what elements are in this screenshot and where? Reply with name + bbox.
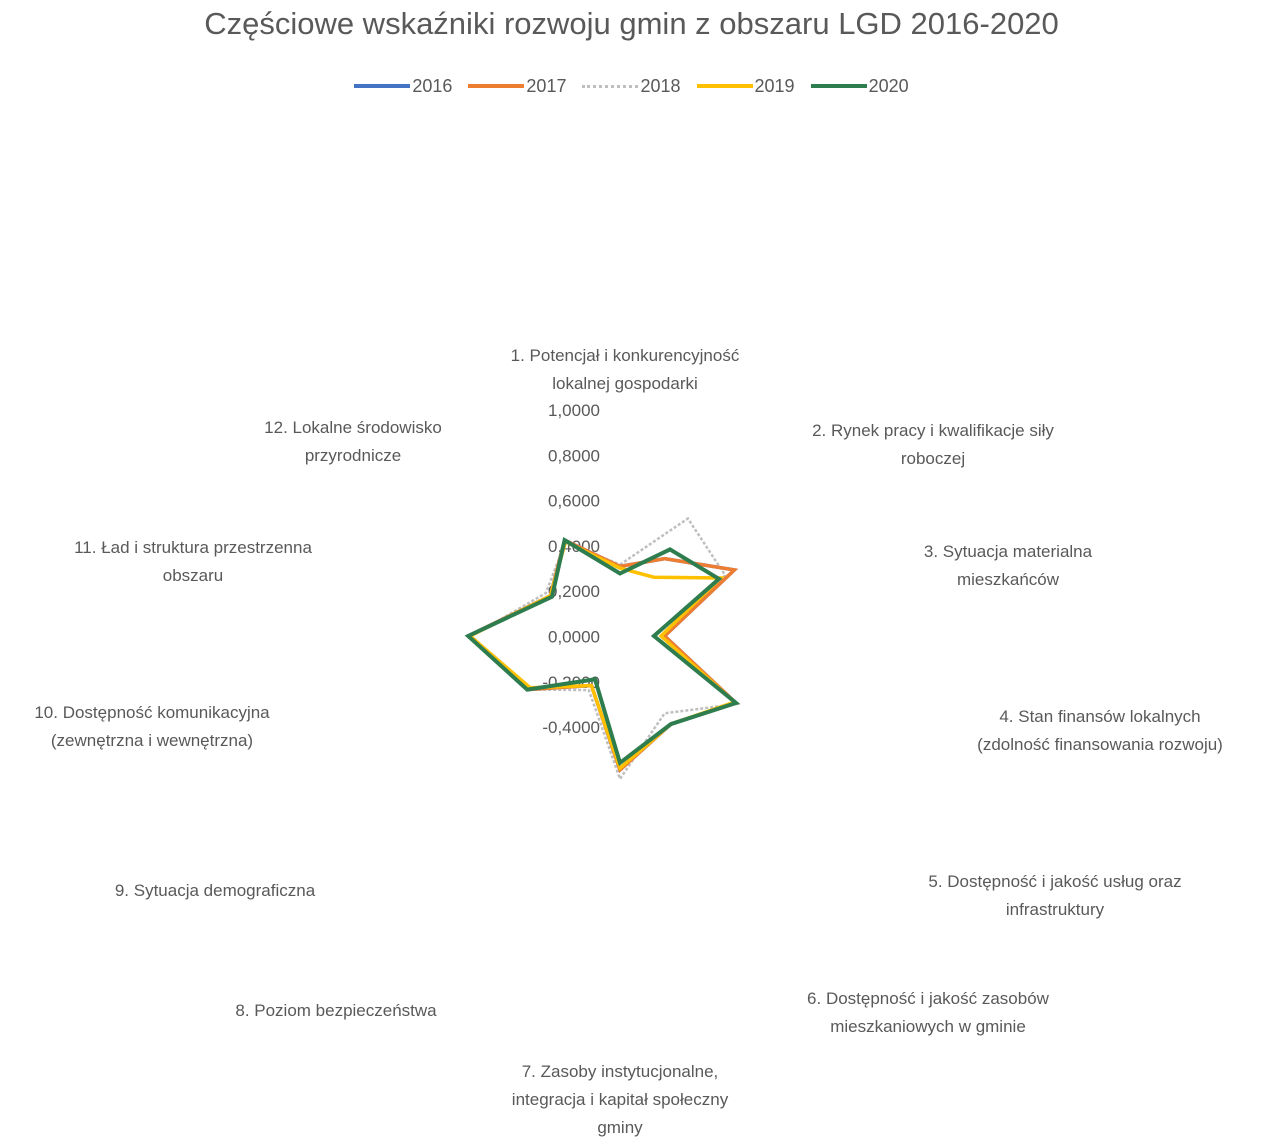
category-label-8: 8. Poziom bezpieczeństwa bbox=[235, 1001, 437, 1020]
axis-tick-label: -0,4000 bbox=[542, 718, 600, 737]
legend-label-2020: 2020 bbox=[868, 75, 909, 96]
category-label-line: 6. Dostępność i jakość zasobów bbox=[807, 989, 1050, 1008]
legend-swatch-2017 bbox=[468, 84, 525, 88]
legend-swatch-2020 bbox=[810, 84, 867, 88]
category-label-line: 10. Dostępność komunikacyjna bbox=[34, 703, 270, 722]
category-label-line: lokalnej gospodarki bbox=[552, 374, 698, 393]
category-label-line: przyrodnicze bbox=[305, 446, 401, 465]
category-label-line: 1. Potencjał i konkurencyjność bbox=[511, 346, 740, 365]
category-label-line: 12. Lokalne środowisko bbox=[264, 418, 442, 437]
legend: 2016 2017 2018 2019 2020 bbox=[0, 72, 1263, 97]
category-label-1: 1. Potencjał i konkurencyjność lokalnej g… bbox=[511, 346, 740, 393]
series-2019-line bbox=[466, 539, 738, 772]
legend-label-2016: 2016 bbox=[412, 75, 453, 96]
category-label-line: 8. Poziom bezpieczeństwa bbox=[235, 1001, 437, 1020]
series-2017-line bbox=[465, 537, 740, 773]
category-label-line: mieszkaniowych w gminie bbox=[830, 1017, 1026, 1036]
axis-tick-label: 0,2000 bbox=[548, 582, 600, 601]
category-label-line: 11. Ład i struktura przestrzenna bbox=[74, 538, 312, 557]
category-label-line: obszaru bbox=[163, 566, 223, 585]
category-label-line: 2. Rynek pracy i kwalifikacje siły bbox=[812, 421, 1054, 440]
category-label-2: 2. Rynek pracy i kwalifikacje siły robocz… bbox=[812, 421, 1054, 468]
category-label-line: integracja i kapitał społeczny bbox=[512, 1090, 729, 1109]
category-label-3: 3. Sytuacja materialna mieszkańców bbox=[924, 542, 1093, 589]
category-label-line: 4. Stan finansów lokalnych bbox=[999, 707, 1200, 726]
legend-label-2017: 2017 bbox=[526, 75, 567, 96]
category-label-12: 12. Lokalne środowisko przyrodnicze bbox=[264, 418, 442, 465]
category-label-6: 6. Dostępność i jakość zasobów mieszkanio… bbox=[807, 989, 1050, 1036]
category-label-line: 9. Sytuacja demograficzna bbox=[115, 881, 316, 900]
chart-title: Częściowe wskaźniki rozwoju gmin z obsza… bbox=[204, 6, 1059, 41]
legend-item-2017: 2017 bbox=[468, 76, 566, 97]
series-2016-line bbox=[465, 537, 740, 773]
category-label-4: 4. Stan finansów lokalnych (zdolność fina… bbox=[977, 707, 1223, 754]
axis-tick-label: 0,0000 bbox=[548, 628, 600, 647]
category-label-9: 9. Sytuacja demograficzna bbox=[115, 881, 316, 900]
category-label-line: (zdolność finansowania rozwoju) bbox=[977, 735, 1223, 754]
category-label-10: 10. Dostępność komunikacyjna (zewnętrzna … bbox=[34, 703, 270, 750]
category-label-line: mieszkańców bbox=[957, 570, 1060, 589]
category-label-7: 7. Zasoby instytucjonalne, integracja i k… bbox=[512, 1062, 729, 1137]
legend-item-2019: 2019 bbox=[696, 75, 795, 97]
category-label-line: infrastruktury bbox=[1006, 900, 1105, 919]
series-2018-line bbox=[469, 516, 741, 782]
axis-tick-label: 0,8000 bbox=[548, 446, 600, 465]
category-label-11: 11. Ład i struktura przestrzenna obszaru bbox=[74, 538, 312, 585]
category-label-line: 7. Zasoby instytucjonalne, bbox=[522, 1062, 719, 1081]
category-label-line: 3. Sytuacja materialna bbox=[924, 542, 1093, 561]
axis-tick-label: 0,6000 bbox=[548, 492, 600, 511]
legend-item-2018: 2018 bbox=[582, 76, 681, 97]
category-label-line: roboczej bbox=[901, 449, 965, 468]
category-label-5: 5. Dostępność i jakość usług oraz infrast… bbox=[928, 872, 1181, 919]
series-2020-line bbox=[464, 536, 741, 767]
legend-label-2018: 2018 bbox=[640, 76, 681, 96]
category-label-line: 5. Dostępność i jakość usług oraz bbox=[928, 872, 1181, 891]
axis-tick-label: 1,0000 bbox=[548, 401, 600, 420]
legend-item-2020: 2020 bbox=[810, 75, 909, 97]
legend-item-2016: 2016 bbox=[354, 76, 452, 97]
legend-swatch-2018 bbox=[582, 85, 639, 88]
category-label-line: gminy bbox=[597, 1118, 643, 1137]
legend-swatch-2019 bbox=[696, 84, 753, 88]
legend-label-2019: 2019 bbox=[754, 75, 795, 96]
legend-swatch-2016 bbox=[354, 84, 411, 88]
category-label-line: (zewnętrzna i wewnętrzna) bbox=[51, 731, 253, 750]
